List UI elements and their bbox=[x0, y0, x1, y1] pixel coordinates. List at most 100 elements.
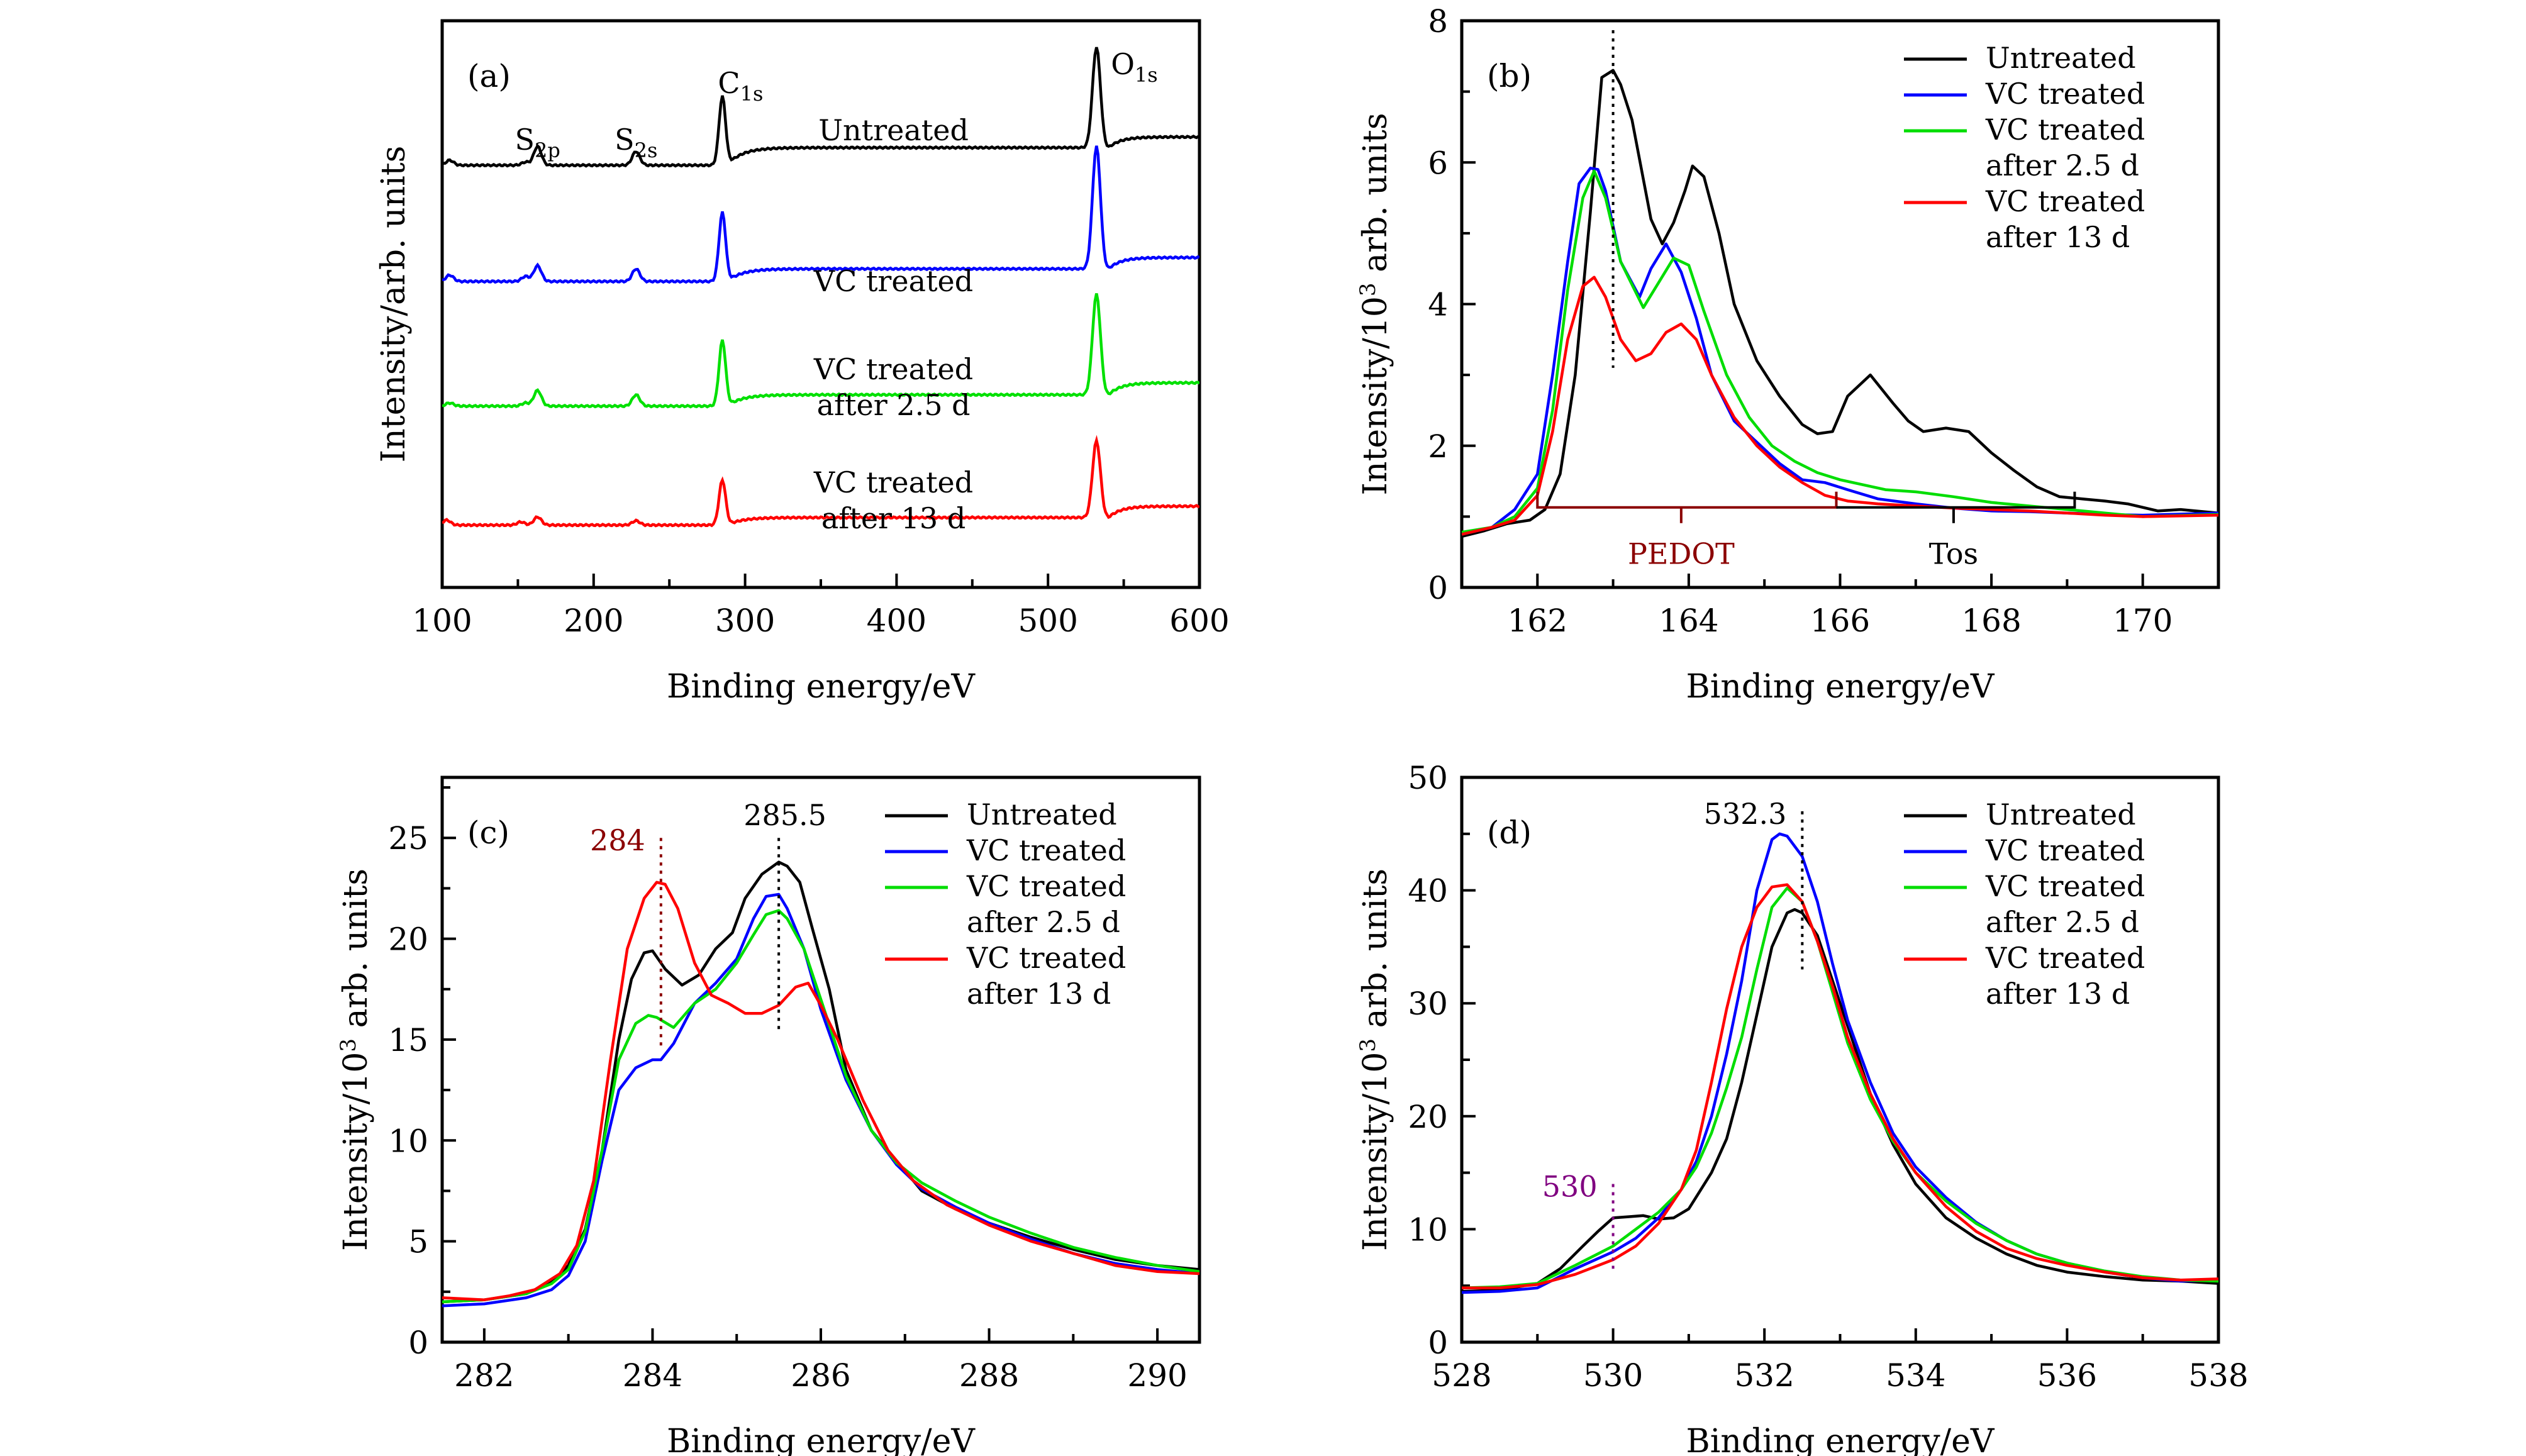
legend-label: after 13 d bbox=[1986, 977, 2130, 1011]
y-tick-label: 10 bbox=[1408, 1211, 1448, 1248]
x-tick-label: 282 bbox=[454, 1357, 514, 1394]
x-tick-label: 168 bbox=[1961, 603, 2021, 639]
y-tick-label: 0 bbox=[408, 1325, 428, 1361]
x-axis-label: Binding energy/eV bbox=[1686, 1423, 1995, 1456]
legend-label: Untreated bbox=[1986, 41, 2136, 75]
y-tick-label: 40 bbox=[1408, 873, 1448, 909]
y-tick-label: 50 bbox=[1408, 760, 1448, 796]
x-tick-label: 300 bbox=[715, 603, 775, 639]
legend-label: Untreated bbox=[1986, 797, 2136, 831]
series-line-vc-treated-after-2-5-d bbox=[1462, 169, 2218, 534]
curve-label: after 2.5 d bbox=[817, 388, 971, 422]
x-tick-label: 170 bbox=[2113, 603, 2173, 639]
x-axis-label: Binding energy/eV bbox=[1686, 668, 1995, 706]
y-tick-label: 10 bbox=[388, 1123, 428, 1159]
y-tick-label: 4 bbox=[1428, 287, 1448, 323]
x-tick-label: 284 bbox=[623, 1357, 682, 1394]
peak-label: S2p bbox=[515, 123, 560, 162]
peak-label: S2s bbox=[615, 123, 657, 162]
legend-label: VC treated bbox=[1985, 113, 2145, 147]
x-tick-label: 162 bbox=[1508, 603, 1567, 639]
panel-label: (b) bbox=[1487, 58, 1532, 94]
legend-label: VC treated bbox=[966, 941, 1126, 975]
y-tick-label: 6 bbox=[1428, 145, 1448, 181]
tos-label: Tos bbox=[1929, 537, 1978, 571]
panel-b: 162 164 166 168 170 0 2 4 6 8 Binding energy/eV Int… bbox=[1355, 3, 2220, 706]
curve-label: VC treated bbox=[813, 264, 973, 298]
series-line-untreated bbox=[442, 47, 1199, 168]
y-tick-label: 2 bbox=[1428, 428, 1448, 465]
y-tick-label: 25 bbox=[388, 820, 428, 857]
x-tick-label: 100 bbox=[412, 603, 472, 639]
legend-label: after 13 d bbox=[967, 977, 1111, 1011]
series-line-vc-treated-after-13-d bbox=[442, 881, 1199, 1301]
y-tick-label: 20 bbox=[1408, 1099, 1448, 1135]
series-line-vc-treated bbox=[442, 145, 1199, 284]
legend-label: after 13 d bbox=[1986, 220, 2130, 254]
peak-label: O1s bbox=[1111, 47, 1158, 87]
legend-label: Untreated bbox=[967, 797, 1117, 831]
curve-label: after 13 d bbox=[821, 501, 965, 535]
x-tick-label: 288 bbox=[959, 1357, 1019, 1394]
curve-label: VC treated bbox=[813, 465, 973, 499]
y-axis-label: Intensity/103 arb. units bbox=[1355, 113, 1394, 495]
x-tick-label: 534 bbox=[1886, 1357, 1945, 1394]
legend-label: after 2.5 d bbox=[1986, 148, 2139, 182]
legend-label: VC treated bbox=[1985, 77, 2145, 111]
x-tick-label: 400 bbox=[867, 603, 926, 639]
y-axis-label: Intensity/arb. units bbox=[375, 146, 413, 463]
legend-label: VC treated bbox=[966, 869, 1126, 903]
legend-label: after 2.5 d bbox=[967, 905, 1120, 939]
legend-label: VC treated bbox=[1985, 184, 2145, 218]
x-axis-label: Binding energy/eV bbox=[667, 1423, 976, 1456]
x-tick-label: 164 bbox=[1659, 603, 1718, 639]
pedot-bracket bbox=[1536, 491, 1838, 523]
y-tick-label: 8 bbox=[1428, 3, 1448, 40]
peak-value-label: 532.3 bbox=[1704, 797, 1787, 831]
x-tick-label: 286 bbox=[791, 1357, 850, 1394]
panel-label: (c) bbox=[467, 814, 509, 851]
series-line-vc-treated-after-13-d bbox=[1462, 275, 2218, 536]
x-tick-label: 290 bbox=[1127, 1357, 1187, 1394]
x-tick-label: 166 bbox=[1810, 603, 1870, 639]
y-tick-label: 15 bbox=[388, 1022, 428, 1059]
pedot-label: PEDOT bbox=[1628, 537, 1735, 571]
legend-label: after 2.5 d bbox=[1986, 905, 2139, 939]
legend-label: VC treated bbox=[1985, 869, 2145, 903]
panel-a: 100 200 300 400 500 600 Binding energy/eV Inten… bbox=[375, 19, 1230, 706]
x-tick-label: 500 bbox=[1018, 603, 1077, 639]
y-axis-label: Intensity/103 arb. units bbox=[336, 869, 375, 1251]
legend-label: VC treated bbox=[966, 833, 1126, 867]
legend-label: VC treated bbox=[1985, 833, 2145, 867]
peak-value-label: 530 bbox=[1542, 1170, 1598, 1204]
x-tick-label: 530 bbox=[1583, 1357, 1643, 1394]
panel-d: 528 530 532 534 536 538 0 10 20 30 40 50 Binding ene… bbox=[1355, 760, 2249, 1456]
x-axis-label: Binding energy/eV bbox=[667, 668, 976, 706]
y-tick-label: 30 bbox=[1408, 986, 1448, 1022]
panel-label: (d) bbox=[1487, 814, 1532, 851]
legend-label: VC treated bbox=[1985, 941, 2145, 975]
x-tick-label: 528 bbox=[1432, 1357, 1491, 1394]
y-tick-label: 5 bbox=[408, 1224, 428, 1260]
peak-value-label: 285.5 bbox=[743, 798, 826, 832]
series-line-vc-treated-after-2-5-d bbox=[442, 909, 1199, 1304]
y-tick-label: 0 bbox=[1428, 1325, 1448, 1361]
panel-c: 282 284 286 288 290 0 5 10 15 20 25 Binding energy/… bbox=[336, 775, 1201, 1456]
y-tick-label: 20 bbox=[388, 921, 428, 958]
x-tick-label: 200 bbox=[564, 603, 623, 639]
series-line-vc-treated-after-2-5-d bbox=[442, 293, 1199, 409]
series-line-untreated bbox=[1462, 908, 2218, 1293]
y-tick-label: 0 bbox=[1428, 570, 1448, 606]
series-line-vc-treated bbox=[442, 892, 1199, 1308]
peak-label: C1s bbox=[718, 66, 763, 106]
x-tick-label: 536 bbox=[2037, 1357, 2097, 1394]
tos-bracket bbox=[1836, 491, 2076, 523]
peak-value-label: 284 bbox=[590, 823, 645, 857]
curve-label: Untreated bbox=[818, 113, 969, 147]
curve-label: VC treated bbox=[813, 352, 973, 386]
x-tick-label: 532 bbox=[1734, 1357, 1794, 1394]
